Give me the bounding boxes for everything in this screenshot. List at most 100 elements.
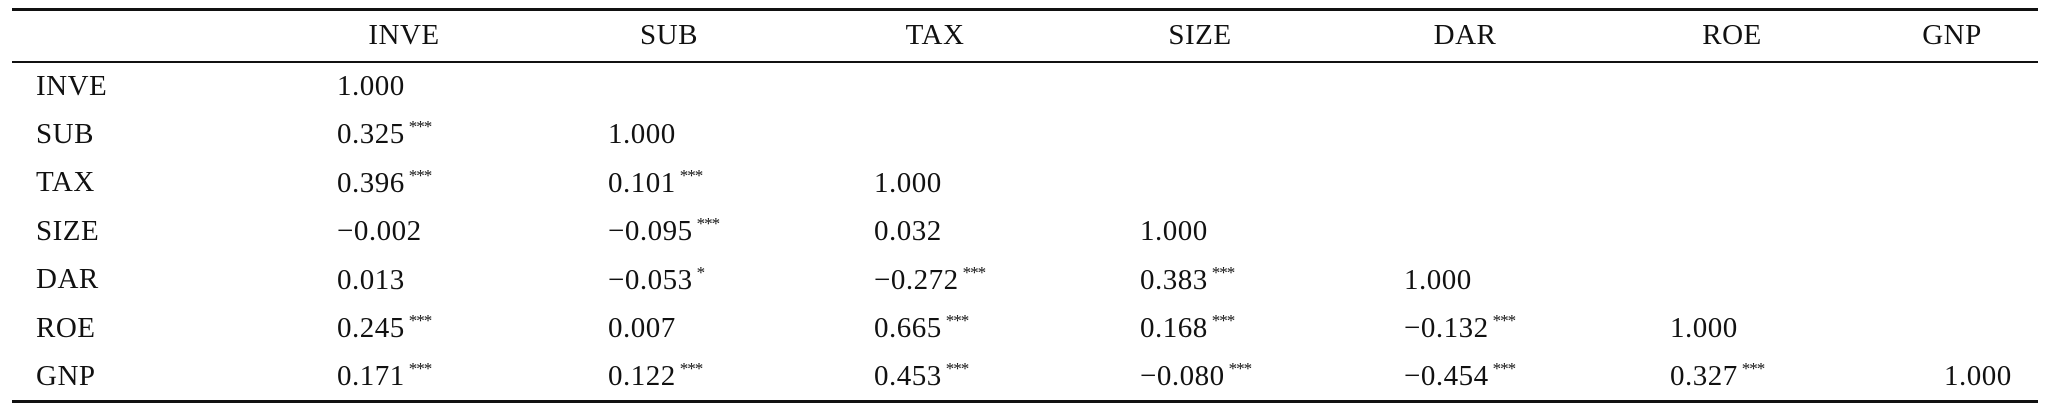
- table-cell: [1866, 304, 2038, 353]
- column-header-roe: ROE: [1702, 19, 1762, 52]
- significance-stars: ***: [408, 165, 432, 185]
- table-cell: [1866, 110, 2038, 159]
- significance-stars: ***: [1211, 311, 1235, 331]
- cell-value: 1.000: [1140, 215, 1208, 248]
- cell-value: 1.000: [337, 70, 405, 103]
- table-cell: [802, 62, 1068, 111]
- column-header-dar: DAR: [1433, 19, 1497, 52]
- cell-value: 0.013: [337, 263, 405, 296]
- column-header-tax: TAX: [905, 19, 965, 52]
- table-cell: 0.383 ***: [1068, 256, 1332, 305]
- table-row: TAX 0.396 *** 0.101 *** 1.000: [12, 159, 2038, 208]
- cell-value: 0.325: [337, 118, 405, 151]
- row-label-roe: ROE: [36, 311, 96, 344]
- table-cell: 0.171 ***: [272, 353, 536, 402]
- table-cell: −0.053 *: [536, 256, 802, 305]
- table-cell: [1866, 207, 2038, 256]
- table-cell: [1866, 159, 2038, 208]
- significance-stars: ***: [1211, 262, 1235, 282]
- cell-value: 0.453: [874, 360, 942, 392]
- column-header-gnp: GNP: [1922, 19, 1982, 52]
- cell-value: −0.454: [1404, 360, 1489, 392]
- table-cell: −0.132 ***: [1332, 304, 1598, 353]
- table-cell: [1332, 110, 1598, 159]
- table-row: SUB 0.325 *** 1.000: [12, 110, 2038, 159]
- significance-stars: ***: [1492, 359, 1516, 378]
- significance-stars: ***: [1228, 359, 1252, 378]
- table-cell: [1866, 62, 2038, 111]
- table-cell: [1866, 256, 2038, 305]
- cell-value: 0.171: [337, 360, 405, 392]
- column-header-inve: INVE: [368, 19, 440, 52]
- cell-value: 1.000: [1944, 360, 2012, 392]
- significance-stars: ***: [408, 359, 432, 378]
- cell-value: 1.000: [1670, 312, 1738, 345]
- table-cell: [536, 62, 802, 111]
- table-cell: −0.454 ***: [1332, 353, 1598, 402]
- table-cell: −0.095 ***: [536, 207, 802, 256]
- table-cell: 1.000: [1068, 207, 1332, 256]
- table-cell: [1068, 110, 1332, 159]
- table-cell: [1598, 207, 1866, 256]
- table-cell: −0.002: [272, 207, 536, 256]
- row-label-dar: DAR: [36, 263, 99, 296]
- table-cell: 1.000: [272, 62, 536, 111]
- table-cell: 1.000: [1598, 304, 1866, 353]
- correlation-table: INVE SUB TAX SIZE DAR ROE GNP INVE 1.000: [12, 8, 2038, 403]
- row-label-size: SIZE: [36, 214, 100, 247]
- table-cell: 1.000: [802, 159, 1068, 208]
- table-cell: 1.000: [1332, 256, 1598, 305]
- table-cell: [1332, 207, 1598, 256]
- table-cell: −0.080 ***: [1068, 353, 1332, 402]
- significance-stars: ***: [696, 214, 720, 234]
- table-cell: 1.000: [1866, 353, 2038, 402]
- significance-stars: ***: [945, 311, 969, 331]
- table-row: ROE 0.245 *** 0.007 0.665 *** 0.168 *** −0.…: [12, 304, 2038, 353]
- significance-stars: ***: [408, 311, 432, 331]
- table-cell: 0.396 ***: [272, 159, 536, 208]
- table-row: GNP 0.171 *** 0.122 *** 0.453 *** −0.080 ***…: [12, 353, 2038, 402]
- cell-value: 1.000: [1404, 263, 1472, 296]
- significance-stars: ***: [945, 359, 969, 378]
- cell-value: −0.080: [1140, 360, 1225, 392]
- cell-value: 0.327: [1670, 360, 1738, 392]
- cell-value: −0.002: [337, 215, 422, 248]
- significance-stars: ***: [679, 359, 703, 378]
- table-cell: [1068, 159, 1332, 208]
- significance-stars: *: [696, 262, 705, 282]
- column-header-size: SIZE: [1168, 19, 1232, 52]
- cell-value: 1.000: [608, 118, 676, 151]
- significance-stars: ***: [679, 165, 703, 185]
- table-cell: 0.007: [536, 304, 802, 353]
- cell-value: −0.053: [608, 263, 693, 296]
- table-row: DAR 0.013 −0.053 * −0.272 *** 0.383 *** 1.0…: [12, 256, 2038, 305]
- cell-value: −0.132: [1404, 312, 1489, 345]
- cell-value: −0.095: [608, 215, 693, 248]
- significance-stars: ***: [408, 117, 432, 137]
- cell-value: 0.383: [1140, 263, 1208, 296]
- cell-value: −0.272: [874, 263, 959, 296]
- table-cell: −0.272 ***: [802, 256, 1068, 305]
- cell-value: 1.000: [874, 166, 942, 199]
- table-cell: 0.168 ***: [1068, 304, 1332, 353]
- table-cell: [1332, 159, 1598, 208]
- table-cell: [1598, 159, 1866, 208]
- row-label-tax: TAX: [36, 166, 95, 199]
- cell-value: 0.168: [1140, 312, 1208, 345]
- significance-stars: ***: [1741, 359, 1765, 378]
- cell-value: 0.032: [874, 215, 942, 248]
- row-label-inve: INVE: [36, 69, 108, 102]
- table-cell: [1598, 256, 1866, 305]
- table-cell: [1332, 62, 1598, 111]
- cell-value: 0.007: [608, 312, 676, 345]
- header-blank-cell: [12, 10, 272, 62]
- table-cell: [1598, 62, 1866, 111]
- row-label-sub: SUB: [36, 117, 94, 150]
- significance-stars: ***: [962, 262, 986, 282]
- table-cell: 1.000: [536, 110, 802, 159]
- table-cell: [802, 110, 1068, 159]
- table-cell: 0.122 ***: [536, 353, 802, 402]
- row-label-gnp: GNP: [36, 359, 96, 392]
- cell-value: 0.665: [874, 312, 942, 345]
- cell-value: 0.122: [608, 360, 676, 392]
